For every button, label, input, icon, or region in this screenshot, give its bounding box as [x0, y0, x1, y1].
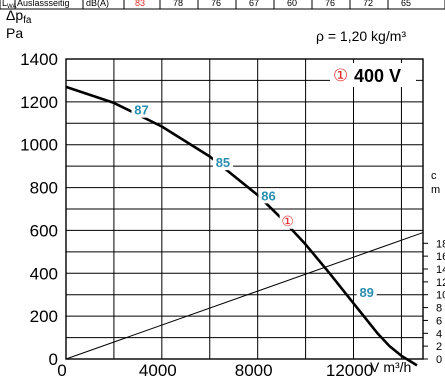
table-value: 60	[287, 0, 297, 8]
efficiency-label-background	[258, 188, 279, 204]
table-value: 65	[401, 0, 411, 8]
right-axis-label: m	[431, 184, 440, 196]
y-tick-label: 0	[49, 350, 58, 369]
x-tick-label: 8000	[235, 361, 273, 376]
efficiency-labels: 87 85 86 89	[131, 102, 377, 300]
table-symbol: LWA	[2, 0, 16, 10]
efficiency-label-background	[212, 155, 233, 171]
efficiency-label: 87	[134, 103, 148, 118]
y-tick-label: 1400	[20, 50, 58, 69]
table-label: Auslassseitig	[17, 0, 70, 8]
right-axis-tick-label: 0	[436, 354, 442, 366]
table-value: 76	[211, 0, 221, 8]
grid	[66, 59, 423, 359]
right-axis-label: c	[431, 170, 437, 182]
right-axis-tick-label: 2	[436, 341, 442, 353]
efficiency-label: 89	[359, 285, 373, 300]
x-tick-label: 12000	[326, 361, 373, 376]
sound-level-row: LWA Auslassseitig dB(A) 83 78 76 67 60 76 72 65	[0, 0, 445, 10]
curve-name: 400 V	[354, 66, 401, 86]
curve-marker-symbol: ①	[333, 66, 348, 85]
x-tick-label: 4000	[139, 361, 177, 376]
efficiency-label-background	[356, 284, 377, 300]
density-annotation: ρ = 1,20 kg/m³	[316, 28, 406, 44]
right-axis: cm 024681012141618	[423, 170, 445, 366]
table-value: 83	[135, 0, 145, 8]
y-tick-label: 1000	[20, 136, 58, 155]
right-axis-tick-label: 18	[436, 238, 445, 250]
efficiency-label: 86	[261, 188, 275, 203]
table-row-border	[0, 0, 445, 10]
y-tick-label: 600	[30, 221, 58, 240]
right-axis-tick-label: 16	[436, 251, 445, 263]
table-value: 76	[325, 0, 335, 8]
operating-point-marker: ①	[281, 213, 294, 229]
plot-frame	[65, 58, 424, 360]
y-tick-label: 800	[30, 179, 58, 198]
y-axis-label: Δpfa	[6, 7, 32, 26]
y-axis-unit: Pa	[6, 25, 23, 41]
right-axis-tick-label: 10	[436, 290, 445, 302]
y-tick-label: 200	[30, 307, 58, 326]
table-unit: dB(A)	[86, 0, 109, 8]
efficiency-label-background	[131, 102, 152, 118]
efficiency-label: 85	[216, 155, 230, 170]
right-axis-tick-label: 14	[436, 264, 445, 276]
right-axis-tick-label: 12	[436, 277, 445, 289]
table-value: 78	[173, 0, 183, 8]
series: ①	[65, 85, 424, 367]
x-tick-label: 0	[57, 361, 66, 376]
table-value: 72	[363, 0, 373, 8]
y-axis-ticks: 0 200 400 600 800 1000 1200 1400	[20, 50, 58, 369]
legend-background	[330, 63, 416, 87]
right-axis-tick-label: 6	[436, 315, 442, 327]
table-values: 83 78 76 67 60 76 72 65	[123, 0, 411, 9]
right-axis-tick-label: 4	[436, 328, 442, 340]
system-line	[65, 232, 424, 360]
y-tick-label: 1200	[20, 93, 58, 112]
operating-point-background	[279, 211, 296, 229]
table-value: 67	[249, 0, 259, 8]
fan-curve-400v	[65, 85, 418, 367]
y-tick-label: 400	[30, 264, 58, 283]
x-axis-ticks: 0 4000 8000 12000	[57, 361, 373, 376]
right-axis-tick-label: 8	[436, 303, 442, 315]
curve-legend: ① 400 V	[330, 63, 416, 87]
